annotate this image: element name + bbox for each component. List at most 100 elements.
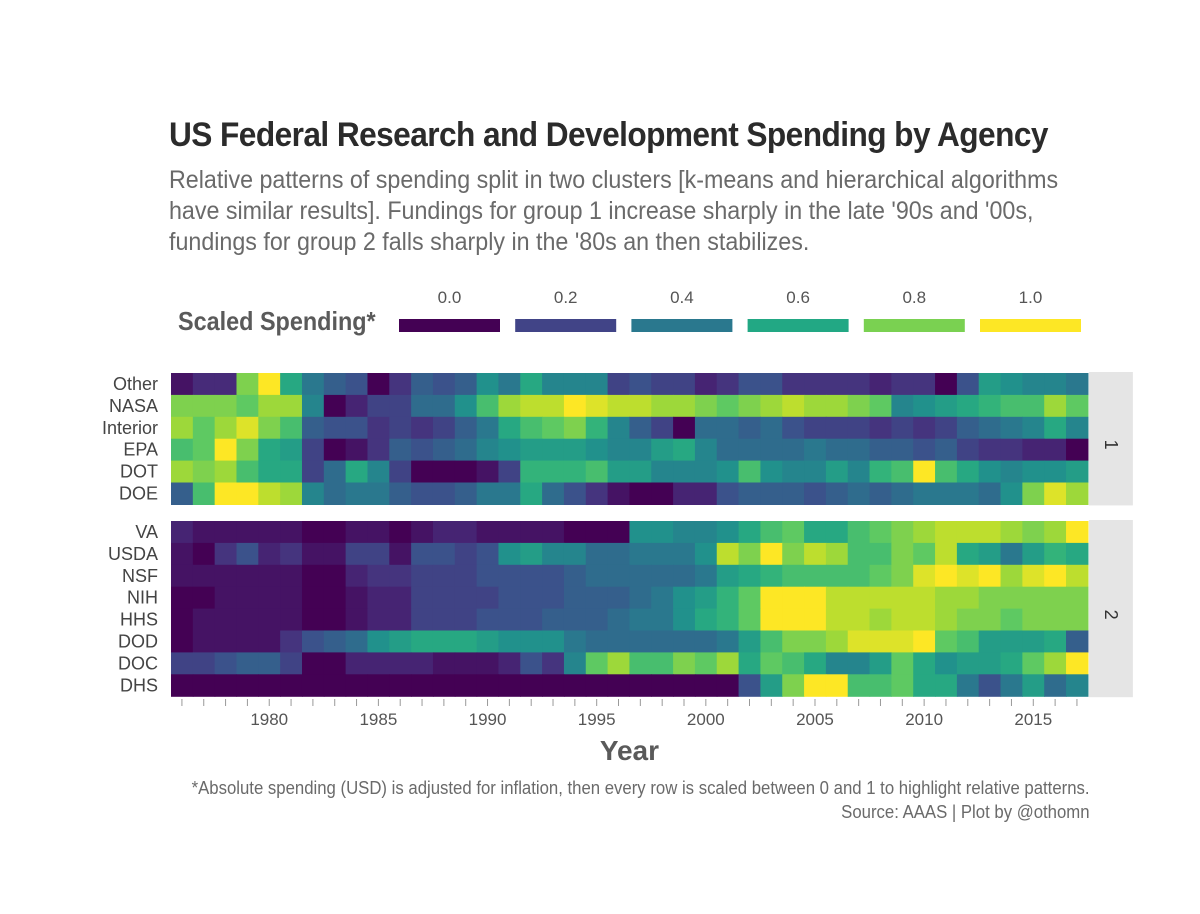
subtitle-line: have similar results]. Fundings for grou… xyxy=(169,197,1034,225)
heatmap-cell xyxy=(738,416,762,440)
heatmap-cell xyxy=(956,564,980,588)
row-label: Interior xyxy=(102,418,158,438)
heatmap-cell xyxy=(1000,482,1023,505)
heatmap-cell xyxy=(214,586,238,610)
heatmap-cell xyxy=(542,394,565,418)
heatmap-cell xyxy=(520,652,543,675)
heatmap-cell xyxy=(301,482,325,505)
heatmap-cell xyxy=(935,460,958,484)
heatmap-cell xyxy=(367,564,390,588)
heatmap-cell xyxy=(891,674,914,697)
heatmap-cell xyxy=(345,630,369,653)
heatmap-cell xyxy=(913,564,936,588)
heatmap-cell xyxy=(323,373,347,396)
heatmap-cell xyxy=(694,652,718,675)
heatmap-cell xyxy=(498,394,521,418)
heatmap-cell xyxy=(1022,564,1045,588)
heatmap-cell xyxy=(214,373,238,396)
heatmap-cell xyxy=(411,460,434,484)
heatmap-cell xyxy=(847,586,871,610)
heatmap-cell xyxy=(280,416,303,440)
caption-source: Source: AAAS | Plot by @othomn xyxy=(841,802,1090,822)
heatmap-cell xyxy=(389,460,412,484)
heatmap-cell xyxy=(847,482,871,505)
heatmap-cell xyxy=(236,630,259,653)
heatmap-cell xyxy=(738,521,762,544)
legend-tick-label: 0.8 xyxy=(902,288,926,307)
heatmap-cell xyxy=(738,542,762,566)
heatmap-cell xyxy=(280,564,303,588)
heatmap-cell xyxy=(520,482,543,505)
row-label: USDA xyxy=(108,544,158,564)
heatmap-cell xyxy=(389,373,412,396)
subtitle-line: fundings for group 2 falls sharply in th… xyxy=(169,228,810,256)
heatmap-cell xyxy=(542,542,565,566)
heatmap-cell xyxy=(760,586,783,610)
heatmap-cell xyxy=(236,521,259,544)
heatmap-cell xyxy=(411,586,434,610)
heatmap-cell xyxy=(411,564,434,588)
heatmap-cell xyxy=(935,373,958,396)
heatmap-cell xyxy=(1022,674,1045,697)
row-label: DOC xyxy=(118,653,158,673)
heatmap-cell xyxy=(520,521,543,544)
heatmap-cell xyxy=(607,674,631,697)
heatmap-cell xyxy=(171,373,194,396)
heatmap-cell xyxy=(454,373,478,396)
heatmap-cell xyxy=(389,394,412,418)
heatmap-cell xyxy=(345,438,369,462)
heatmap-cell xyxy=(782,542,805,566)
heatmap-cell xyxy=(214,416,238,440)
heatmap-cell xyxy=(869,608,892,632)
heatmap-cell xyxy=(171,564,194,588)
heatmap-cell xyxy=(804,674,827,697)
heatmap-cell xyxy=(869,394,892,418)
heatmap-cell xyxy=(432,460,456,484)
heatmap-cell xyxy=(214,521,238,544)
heatmap-cell xyxy=(389,564,412,588)
heatmap-cell xyxy=(171,586,194,610)
heatmap-cell xyxy=(432,373,456,396)
heatmap-cell xyxy=(323,394,347,418)
heatmap-cell xyxy=(978,521,1002,544)
heatmap-cell xyxy=(694,564,718,588)
heatmap-cell xyxy=(236,542,259,566)
heatmap-cell xyxy=(782,394,805,418)
heatmap-cell xyxy=(192,674,216,697)
heatmap-cell xyxy=(825,373,849,396)
heatmap-cell xyxy=(563,630,587,653)
heatmap-cell xyxy=(978,438,1002,462)
heatmap-cell xyxy=(563,542,587,566)
heatmap-cell xyxy=(258,586,281,610)
heatmap-cell xyxy=(585,674,609,697)
heatmap-cell xyxy=(1044,564,1067,588)
heatmap-cell xyxy=(454,521,478,544)
heatmap-cell xyxy=(1044,521,1067,544)
facet-strip-label: 1 xyxy=(1101,440,1121,450)
heatmap-cell xyxy=(454,460,478,484)
x-tick-label: 2015 xyxy=(1014,710,1052,729)
heatmap-cell xyxy=(192,630,216,653)
heatmap-cell xyxy=(1044,630,1067,653)
x-tick-label: 2005 xyxy=(796,710,834,729)
heatmap-cell xyxy=(782,674,805,697)
heatmap-cell xyxy=(498,482,521,505)
heatmap-cell xyxy=(716,608,740,632)
heatmap-cell xyxy=(978,608,1002,632)
heatmap-cell xyxy=(345,521,369,544)
heatmap-cell xyxy=(432,416,456,440)
heatmap-cell xyxy=(935,521,958,544)
heatmap-cell xyxy=(171,652,194,675)
heatmap-cell xyxy=(192,586,216,610)
heatmap-cell xyxy=(367,521,390,544)
heatmap-cell xyxy=(389,586,412,610)
heatmap-cell xyxy=(825,416,849,440)
heatmap-cell xyxy=(825,482,849,505)
heatmap-cell xyxy=(804,521,827,544)
heatmap-cell xyxy=(651,674,674,697)
heatmap-cell xyxy=(673,438,696,462)
heatmap-cell xyxy=(367,394,390,418)
heatmap-cell xyxy=(847,608,871,632)
heatmap-cell xyxy=(673,652,696,675)
heatmap-cell xyxy=(171,674,194,697)
